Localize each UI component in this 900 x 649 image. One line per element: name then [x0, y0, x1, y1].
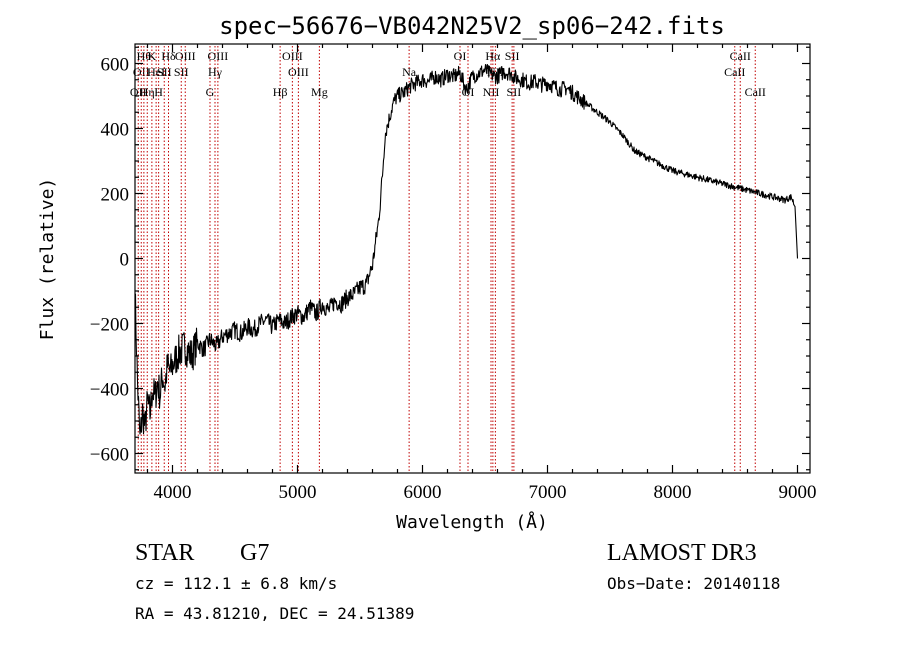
line-marker-label: Hγ [208, 65, 223, 79]
x-axis-label: Wavelength (Å) [396, 511, 548, 533]
line-marker-label: Hβ [273, 85, 288, 99]
line-marker-label: HeI [147, 65, 165, 79]
redshift-velocity: cz = 112.1 ± 6.8 km/s [135, 574, 337, 593]
object-subclass: G7 [240, 540, 269, 566]
line-marker-label: Na [402, 65, 417, 79]
line-marker-label: Mg [311, 85, 328, 99]
chart-title: spec−56676−VB042N25V2_sp06−242.fits [219, 12, 725, 40]
line-marker-label: H [154, 85, 163, 99]
object-class: STAR [135, 540, 194, 566]
survey-name: LAMOST DR3 [607, 540, 757, 566]
line-marker-label: Hα [485, 49, 501, 63]
line-marker-label: OIII [175, 49, 196, 63]
y-tick-label: 200 [101, 185, 130, 206]
line-marker-label: SII [507, 85, 522, 99]
line-markers: OIIOIIHθHηKHeIHSIIHδSIIOIIIGHγOIIIHβOIII… [130, 46, 766, 473]
x-tick-label: 9000 [779, 482, 817, 503]
line-marker-label: K [148, 49, 157, 63]
line-marker-label: OIII [282, 49, 303, 63]
y-tick-label: 0 [120, 250, 130, 271]
x-tick-label: 6000 [404, 482, 442, 503]
y-tick-label: 600 [101, 55, 130, 76]
line-marker-label: CaII [724, 65, 745, 79]
x-axis-ticks: 4000 5000 6000 7000 8000 9000 [146, 44, 817, 503]
x-tick-label: 8000 [654, 482, 692, 503]
y-tick-label: 400 [101, 120, 130, 141]
spectrum-series [134, 63, 799, 435]
line-marker-label: OIII [288, 65, 309, 79]
y-tick-label: −400 [90, 380, 129, 401]
line-marker-label: CaII [745, 85, 766, 99]
line-marker-label: G [206, 85, 215, 99]
observation-date: Obs−Date: 20140118 [607, 574, 780, 593]
line-marker-label: SII [157, 65, 172, 79]
line-marker-label: SII [174, 65, 189, 79]
line-marker-label: CaII [730, 49, 751, 63]
plot-frame [134, 43, 811, 474]
spectrum-line [134, 63, 799, 435]
line-marker-label: OIII [208, 49, 229, 63]
x-tick-label: 7000 [529, 482, 567, 503]
x-tick-label: 5000 [279, 482, 317, 503]
coordinates: RA = 43.81210, DEC = 24.51389 [135, 604, 414, 623]
x-tick-label: 4000 [154, 482, 192, 503]
y-axis-label: Flux (relative) [37, 178, 58, 341]
y-axis-ticks: −600 −400 −200 0 200 400 600 [90, 46, 810, 471]
line-marker-label: Hη [140, 85, 155, 99]
line-marker-label: SII [505, 49, 520, 63]
y-tick-label: −200 [90, 315, 129, 336]
line-marker-label: Hθ [137, 49, 152, 63]
y-tick-label: −600 [90, 445, 129, 466]
line-marker-label: OI [454, 49, 467, 63]
line-marker-label: OII [133, 65, 150, 79]
line-marker-label: NII [483, 85, 500, 99]
line-marker-label: Hδ [161, 49, 176, 63]
line-marker-label: OII [130, 85, 147, 99]
